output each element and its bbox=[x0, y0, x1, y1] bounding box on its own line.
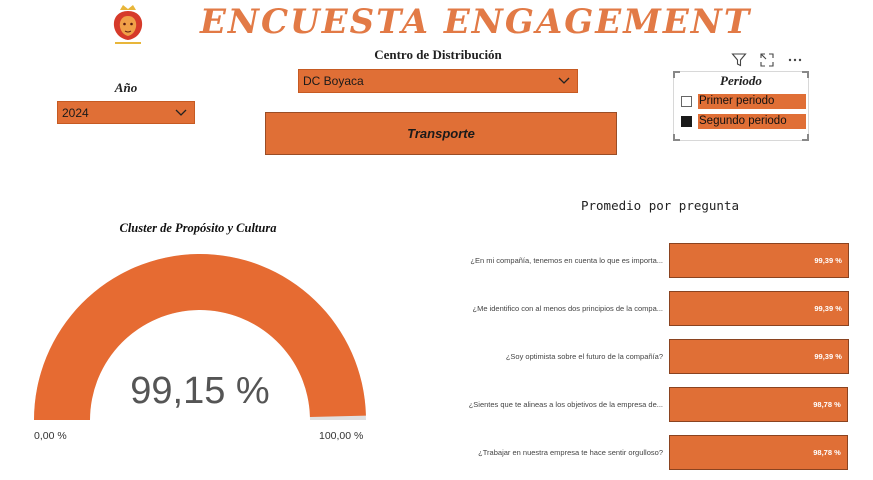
bar-category-label: ¿Me identifico con al menos dos principi… bbox=[472, 303, 663, 313]
anio-dropdown[interactable]: 2024 bbox=[57, 101, 195, 124]
periodo-option-segundo[interactable]: Segundo periodo bbox=[681, 114, 807, 129]
bar-value-label: 99,39 % bbox=[814, 256, 842, 265]
transporte-label: Transporte bbox=[407, 126, 475, 141]
bar-row[interactable]: ¿Sientes que te alineas a los objetivos … bbox=[420, 385, 870, 423]
bar[interactable]: 99,39 % bbox=[669, 291, 849, 326]
bar[interactable]: 99,39 % bbox=[669, 243, 849, 278]
lion-logo-icon bbox=[108, 4, 148, 46]
bar-category-label: ¿Trabajar en nuestra empresa te hace sen… bbox=[478, 447, 663, 457]
gauge-value-arc bbox=[34, 254, 366, 420]
page-title: ENCUESTA ENGAGEMENT bbox=[200, 2, 752, 42]
bar-category-label: ¿Soy optimista sobre el futuro de la com… bbox=[505, 351, 663, 361]
bar[interactable]: 98,78 % bbox=[669, 387, 848, 422]
gauge-chart bbox=[34, 254, 366, 420]
more-options-icon[interactable] bbox=[787, 52, 803, 68]
gauge-min-label: 0,00 % bbox=[34, 430, 67, 442]
bar-row[interactable]: ¿Soy optimista sobre el futuro de la com… bbox=[420, 337, 870, 375]
bar-row[interactable]: ¿Me identifico con al menos dos principi… bbox=[420, 289, 870, 327]
gauge-value: 99,15 % bbox=[130, 370, 270, 412]
bar-value-label: 99,39 % bbox=[814, 304, 842, 313]
periodo-option-primer[interactable]: Primer periodo bbox=[681, 94, 807, 109]
bar-value-label: 98,78 % bbox=[813, 448, 841, 457]
transporte-button[interactable]: Transporte bbox=[265, 112, 617, 155]
periodo-title: Periodo bbox=[720, 73, 762, 88]
bar-row[interactable]: ¿Trabajar en nuestra empresa te hace sen… bbox=[420, 433, 870, 471]
bar-value-label: 98,78 % bbox=[813, 400, 841, 409]
chevron-down-icon bbox=[557, 74, 571, 86]
bar-chart-title: Promedio por pregunta bbox=[580, 198, 740, 213]
centro-label: Centro de Distribución bbox=[374, 47, 502, 62]
gauge-max-label: 100,00 % bbox=[319, 430, 364, 442]
centro-dropdown[interactable]: DC Boyaca bbox=[298, 69, 578, 93]
anio-value: 2024 bbox=[62, 106, 89, 120]
bar[interactable]: 98,78 % bbox=[669, 435, 848, 470]
focus-mode-icon[interactable] bbox=[759, 52, 775, 68]
bar-category-label: ¿En mi compañía, tenemos en cuenta lo qu… bbox=[470, 255, 663, 265]
filter-icon[interactable] bbox=[731, 52, 747, 68]
chevron-down-icon bbox=[174, 106, 188, 118]
bar-chart: ¿En mi compañía, tenemos en cuenta lo qu… bbox=[420, 235, 870, 475]
bar-value-label: 99,39 % bbox=[814, 352, 842, 361]
periodo-option-label: Segundo periodo bbox=[698, 114, 806, 129]
periodo-option-label: Primer periodo bbox=[698, 94, 806, 109]
bar-row[interactable]: ¿En mi compañía, tenemos en cuenta lo qu… bbox=[420, 241, 870, 279]
bar[interactable]: 99,39 % bbox=[669, 339, 849, 374]
bar-category-label: ¿Sientes que te alineas a los objetivos … bbox=[468, 399, 663, 409]
gauge-title: Cluster de Propósito y Cultura bbox=[119, 221, 277, 235]
anio-label: Año bbox=[114, 80, 138, 95]
checkbox[interactable] bbox=[681, 116, 692, 127]
centro-value: DC Boyaca bbox=[303, 74, 364, 88]
periodo-slicer: Periodo Primer periodo Segundo periodo bbox=[673, 71, 809, 141]
checkbox[interactable] bbox=[681, 96, 692, 107]
